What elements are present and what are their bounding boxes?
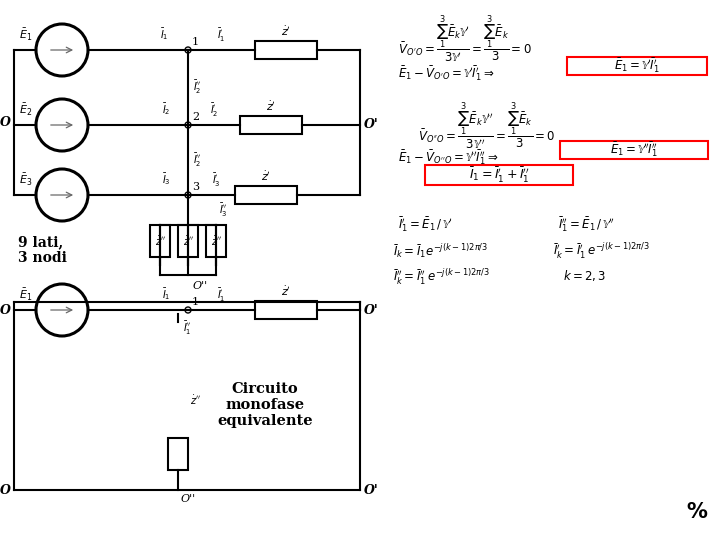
Circle shape xyxy=(185,122,191,128)
Bar xyxy=(178,225,198,257)
Text: $\bar{I}_2$: $\bar{I}_2$ xyxy=(162,101,170,117)
Bar xyxy=(206,225,226,257)
Text: 1: 1 xyxy=(192,37,199,47)
Text: $\bar{E}_1$: $\bar{E}_1$ xyxy=(19,287,32,303)
Text: $\bar{V}_{O'O} = \dfrac{\sum_{1}^{3}\bar{E}_k \mathbb{Y}^{\prime}}{3\mathbb{Y}^{: $\bar{V}_{O'O} = \dfrac{\sum_{1}^{3}\bar… xyxy=(398,13,531,65)
Text: $\bar{E}_1 - \bar{V}_{O'O} = \mathbb{Y}^{\prime}\bar{I}^{\prime}_1 \Rightarrow$: $\bar{E}_1 - \bar{V}_{O'O} = \mathbb{Y}^… xyxy=(398,64,495,83)
Text: $\bar{I}_3$: $\bar{I}_3$ xyxy=(161,171,171,187)
Text: $\bar{E}_3$: $\bar{E}_3$ xyxy=(19,172,32,188)
Text: O': O' xyxy=(364,118,379,132)
Circle shape xyxy=(36,169,88,221)
Circle shape xyxy=(185,307,191,313)
Text: 2: 2 xyxy=(192,112,199,122)
Text: $\mathbf{\%}$: $\mathbf{\%}$ xyxy=(685,502,708,522)
Bar xyxy=(240,116,302,134)
Text: $\bar{E}_1 - \bar{V}_{O''O} = \mathbb{Y}^{\prime\prime}\bar{I}^{\prime\prime}_1 : $\bar{E}_1 - \bar{V}_{O''O} = \mathbb{Y}… xyxy=(398,148,498,167)
Text: $\bar{E}_2$: $\bar{E}_2$ xyxy=(19,102,32,118)
Text: $\bar{E}_1$: $\bar{E}_1$ xyxy=(19,27,32,43)
Text: $\dot{z}^{\prime\prime}$: $\dot{z}^{\prime\prime}$ xyxy=(210,234,222,247)
Text: $\bar{I}_k = \bar{I}_1 e^{-j(k-1)2\pi/3}$: $\bar{I}_k = \bar{I}_1 e^{-j(k-1)2\pi/3}… xyxy=(393,242,488,260)
Text: $k = 2,3$: $k = 2,3$ xyxy=(563,268,606,283)
Circle shape xyxy=(36,284,88,336)
Circle shape xyxy=(185,192,191,198)
Text: 9 lati,
3 nodi: 9 lati, 3 nodi xyxy=(18,235,67,265)
Text: $\dot{z}^{\prime}$: $\dot{z}^{\prime}$ xyxy=(266,100,276,113)
Text: $\bar{I}^{\prime}_2$: $\bar{I}^{\prime}_2$ xyxy=(210,102,218,119)
Text: O: O xyxy=(0,116,11,129)
Circle shape xyxy=(36,99,88,151)
Bar xyxy=(235,186,297,204)
Text: $\bar{I}^{\prime}_1 = \bar{E}_1\,/\,\mathbb{Y}^{\prime}$: $\bar{I}^{\prime}_1 = \bar{E}_1\,/\,\mat… xyxy=(398,215,452,234)
Text: $\bar{I}_1 = \bar{I}^{\prime}_1 + \bar{I}^{\prime\prime}_1$: $\bar{I}_1 = \bar{I}^{\prime}_1 + \bar{I… xyxy=(469,165,529,185)
Text: $\bar{I}^{\prime\prime}_1 = \bar{E}_1\,/\,\mathbb{Y}^{\prime\prime}$: $\bar{I}^{\prime\prime}_1 = \bar{E}_1\,/… xyxy=(558,215,614,234)
Text: O: O xyxy=(0,483,11,496)
Text: $\dot{z}^{\prime}$: $\dot{z}^{\prime}$ xyxy=(281,25,291,38)
Text: $\bar{I}^{\prime}_1$: $\bar{I}^{\prime}_1$ xyxy=(217,27,226,44)
Circle shape xyxy=(36,24,88,76)
Text: O': O' xyxy=(364,303,379,316)
Bar xyxy=(255,41,317,59)
Text: $\dot{z}^{\prime}$: $\dot{z}^{\prime}$ xyxy=(261,170,271,183)
Text: $\bar{I}_1$: $\bar{I}_1$ xyxy=(162,286,171,302)
Bar xyxy=(150,225,170,257)
Text: O'': O'' xyxy=(181,494,196,504)
Text: O': O' xyxy=(364,483,379,496)
Bar xyxy=(425,165,573,185)
Bar xyxy=(168,438,188,470)
Text: $\bar{E}_1 = \mathbb{Y}^{\prime\prime}\bar{I}^{\prime\prime}_1$: $\bar{E}_1 = \mathbb{Y}^{\prime\prime}\b… xyxy=(610,140,658,159)
Circle shape xyxy=(185,47,191,53)
Text: $\bar{I}^{\prime\prime}_2$: $\bar{I}^{\prime\prime}_2$ xyxy=(193,152,202,168)
Text: $\dot{z}^{\prime\prime}$: $\dot{z}^{\prime\prime}$ xyxy=(190,394,201,407)
Text: $\bar{I}^{\prime\prime}_k = \bar{I}^{\prime\prime}_1\,e^{-j(k-1)2\pi/3}$: $\bar{I}^{\prime\prime}_k = \bar{I}^{\pr… xyxy=(393,268,490,287)
Text: $\dot{z}^{\prime}$: $\dot{z}^{\prime}$ xyxy=(281,285,291,298)
Text: O: O xyxy=(0,303,11,316)
Text: $\bar{I}^{\prime\prime}_1$: $\bar{I}^{\prime\prime}_1$ xyxy=(183,320,192,336)
Text: 1: 1 xyxy=(192,297,199,307)
Text: $\dot{z}^{\prime\prime}$: $\dot{z}^{\prime\prime}$ xyxy=(155,234,166,247)
Text: $\bar{V}_{O''O} = \dfrac{\sum_{1}^{3}\bar{E}_k \mathbb{Y}^{\prime\prime}}{3\math: $\bar{V}_{O''O} = \dfrac{\sum_{1}^{3}\ba… xyxy=(418,100,556,152)
Text: $\bar{I}^{\prime\prime}_3$: $\bar{I}^{\prime\prime}_3$ xyxy=(219,201,228,219)
Text: 3: 3 xyxy=(192,182,199,192)
Bar xyxy=(560,141,708,159)
Text: $\bar{E}_1 = \mathbb{Y}^{\prime}\bar{I}^{\prime}_1$: $\bar{E}_1 = \mathbb{Y}^{\prime}\bar{I}^… xyxy=(614,57,660,76)
Bar xyxy=(255,301,317,319)
Bar xyxy=(567,57,707,75)
Text: $\dot{z}^{\prime\prime}$: $\dot{z}^{\prime\prime}$ xyxy=(183,234,194,247)
Text: Circuito
monofase
equivalente: Circuito monofase equivalente xyxy=(217,382,312,428)
Text: $\bar{I}^{\prime}_k = \bar{I}^{\prime}_1\,e^{-j(k-1)2\pi/3}$: $\bar{I}^{\prime}_k = \bar{I}^{\prime}_1… xyxy=(553,242,650,261)
Text: $\bar{I}^{\prime}_3$: $\bar{I}^{\prime}_3$ xyxy=(212,172,221,189)
Text: O'': O'' xyxy=(193,281,208,291)
Text: $\bar{I}_1$: $\bar{I}_1$ xyxy=(160,26,168,42)
Text: $\bar{I}^{\prime\prime}_2$: $\bar{I}^{\prime\prime}_2$ xyxy=(193,79,202,96)
Text: $\bar{I}^{\prime}_1$: $\bar{I}^{\prime}_1$ xyxy=(217,287,226,304)
